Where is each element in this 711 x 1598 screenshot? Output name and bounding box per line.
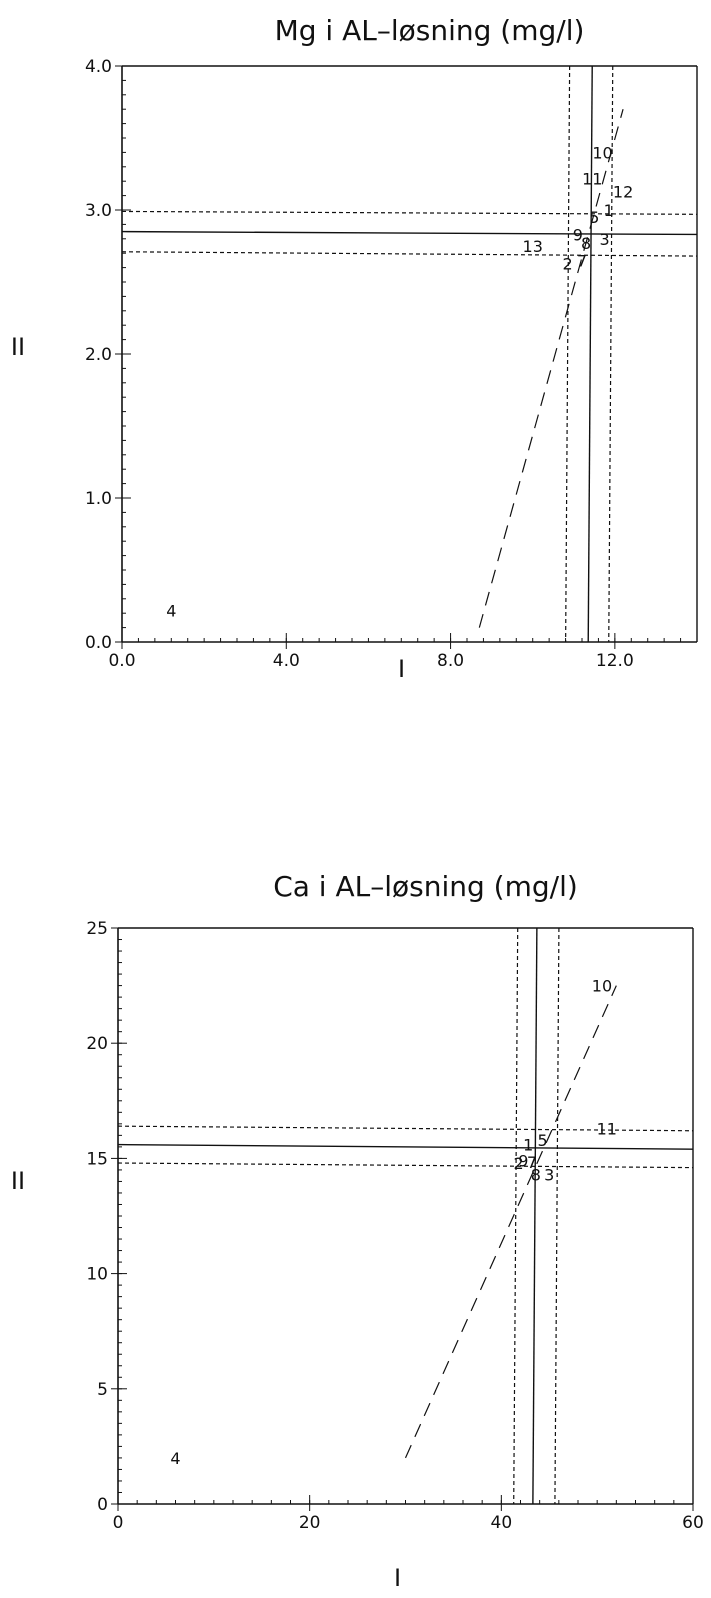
mean-y-upper-band (117, 1125, 694, 1132)
mean-y-line (121, 230, 698, 236)
y-tick-label: 20 (86, 1034, 108, 1054)
y-tick-label: 10 (86, 1265, 108, 1285)
data-point-label: 2 (563, 254, 573, 273)
data-point-label: 4 (170, 1449, 180, 1468)
y-tick-label: 3.0 (85, 201, 112, 221)
y-axis-label: II (11, 1167, 25, 1195)
mean-x-lower-band (565, 65, 571, 643)
data-point-label: 7 (527, 1153, 537, 1172)
data-point-label: 9 (573, 225, 583, 244)
y-axis-label: II (11, 333, 25, 361)
data-point-label: 4 (166, 601, 176, 620)
x-tick-label: 40 (491, 1513, 513, 1533)
data-point-label: 3 (544, 1166, 554, 1185)
agreement-line (404, 985, 617, 1459)
data-point-label: 9 (518, 1152, 528, 1171)
data-point-label: 11 (582, 169, 602, 188)
data-point-label: 3 (599, 230, 609, 249)
data-point-label: 10 (592, 977, 612, 996)
x-tick-label: 0.0 (108, 651, 135, 671)
data-point-label: 5 (537, 1131, 547, 1150)
data-point-label: 11 (597, 1119, 617, 1138)
y-tick-label: 25 (86, 919, 108, 939)
mean-x-upper-band (554, 927, 560, 1505)
data-point-label: 5 (589, 208, 599, 227)
y-tick-label: 5 (97, 1380, 108, 1400)
ca-chart: Ca i AL–løsning (mg/l)0 20 40 600510152025I… (11, 870, 704, 1592)
data-point-label: 2 (513, 1154, 523, 1173)
mean-y-upper-band (121, 210, 698, 215)
x-axis-label: I (394, 1564, 401, 1592)
agreement-line (478, 109, 624, 628)
y-tick-label: 1.0 (85, 489, 112, 509)
x-tick-label: 4.0 (273, 651, 300, 671)
mean-x-line (532, 927, 538, 1505)
mean-x-lower-band (513, 927, 519, 1505)
x-tick-label: 8.0 (437, 651, 464, 671)
mean-x-upper-band (608, 65, 614, 643)
mean-y-line (117, 1143, 694, 1150)
data-point-label: 1 (604, 201, 614, 220)
x-tick-label: 0 (113, 1513, 124, 1533)
data-point-label: 1 (523, 1136, 533, 1155)
y-tick-label: 4.0 (85, 57, 112, 77)
chart-title: Mg i AL–løsning (mg/l) (275, 14, 585, 47)
data-point-label: 8 (531, 1166, 541, 1185)
y-tick-label: 0 (97, 1495, 108, 1515)
chart-title: Ca i AL–løsning (mg/l) (273, 870, 578, 903)
y-tick-label: 0.0 (85, 633, 112, 653)
mg-chart: Mg i AL–løsning (mg/l)0.0 4.0 8.0 12.00.01.… (11, 14, 698, 683)
mean-x-line (587, 65, 593, 643)
x-tick-label: 12.0 (596, 651, 634, 671)
data-point-label: 13 (523, 237, 543, 256)
x-tick-label: 20 (299, 1513, 321, 1533)
x-tick-label: 60 (682, 1513, 704, 1533)
data-point-label: 8 (581, 234, 591, 253)
mean-y-lower-band (117, 1162, 694, 1169)
data-point-label: 7 (577, 251, 587, 270)
y-tick-label: 2.0 (85, 345, 112, 365)
data-point-label: 10 (592, 143, 612, 162)
x-axis-label: I (398, 655, 405, 683)
y-tick-label: 15 (86, 1149, 108, 1169)
data-point-label: 12 (613, 182, 633, 201)
mean-y-lower-band (121, 251, 698, 257)
